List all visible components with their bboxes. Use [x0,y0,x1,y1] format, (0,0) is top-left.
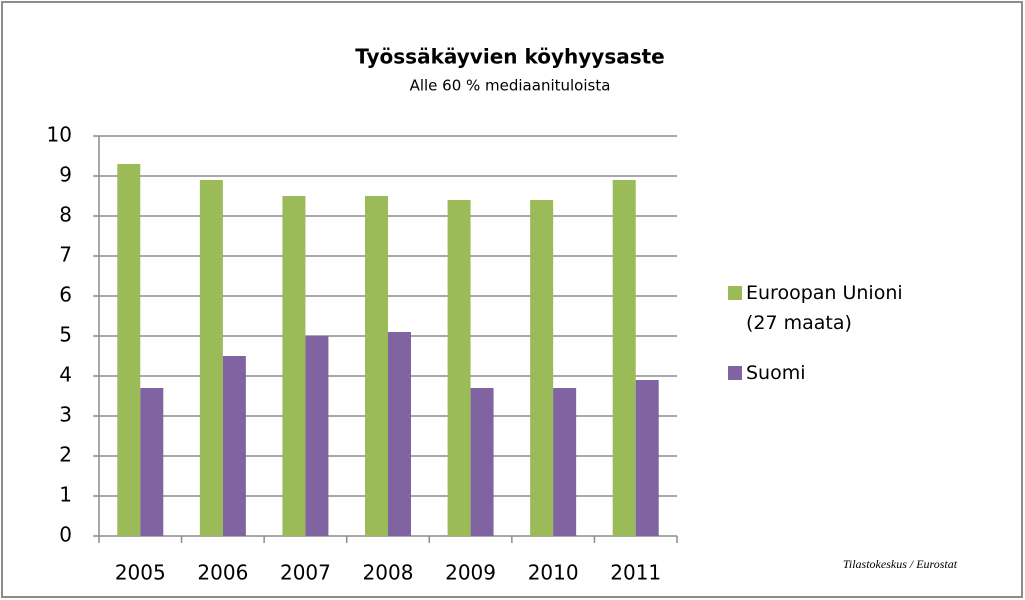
bar [199,180,223,536]
x-tick-label: 2007 [280,561,331,585]
y-tick-label: 6 [59,283,72,307]
bar [470,388,494,536]
bar [365,196,388,536]
x-tick-label: 2011 [610,561,661,585]
y-tick-label: 9 [59,163,72,187]
x-tick-label: 2008 [363,561,414,585]
legend-entry: Euroopan Unioni (27 maata) [728,278,938,338]
y-tick-label: 8 [59,203,72,227]
bar [117,164,141,536]
legend-entry: Suomi [728,358,938,388]
legend-swatch [728,366,742,380]
source-note: Tilastokeskus / Eurostat [843,557,958,571]
legend-label: Euroopan Unioni (27 maata) [746,282,903,334]
y-tick-label: 1 [59,483,72,507]
y-tick-label: 10 [47,123,72,147]
bar [530,200,554,536]
y-tick-label: 2 [59,443,72,467]
bar [612,180,636,536]
bar [447,200,471,536]
y-tick-label: 5 [59,323,72,347]
bar [553,388,577,536]
bar [140,388,164,536]
x-tick-label: 2005 [115,561,166,585]
bar [305,336,329,536]
bar [388,332,411,536]
legend: Euroopan Unioni (27 maata) Suomi [728,278,938,408]
x-tick-label: 2010 [528,561,579,585]
y-tick-label: 4 [59,363,72,387]
chart-subtitle: Alle 60 % mediaanituloista [410,77,611,95]
x-tick-label: 2006 [197,561,248,585]
legend-label: Suomi [746,362,806,384]
bar [222,356,246,536]
bar [282,196,306,536]
y-tick-label: 3 [59,403,72,427]
legend-swatch [728,286,742,300]
bar [635,380,659,536]
x-tick-label: 2009 [445,561,496,585]
y-tick-label: 7 [59,243,72,267]
y-tick-label: 0 [59,523,72,547]
chart-title: Työssäkäyvien köyhyysaste [355,45,665,69]
